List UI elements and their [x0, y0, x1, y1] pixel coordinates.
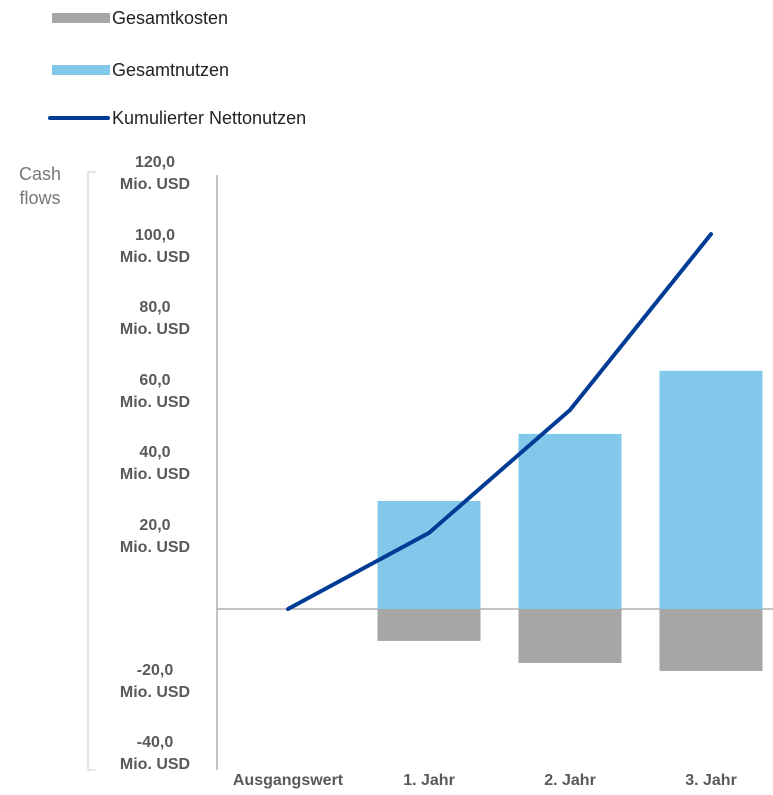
bar: [377, 500, 481, 609]
legend-label: Gesamtnutzen: [112, 60, 230, 80]
y-tick-label: 20,0 Mio. USD: [119, 516, 191, 556]
legend-swatch: [52, 65, 110, 75]
x-tick-label: Ausgangswert: [232, 772, 344, 789]
y-tick-label: -20,0 Mio. USD: [119, 661, 191, 701]
y-axis-title: Cash flows: [18, 164, 62, 208]
y-tick-label: 60,0 Mio. USD: [119, 371, 191, 411]
y-tick-label: -40,0 Mio. USD: [119, 734, 191, 773]
bar: [518, 609, 622, 664]
y-tick-label: 80,0 Mio. USD: [119, 299, 191, 338]
y-tick-label: 40,0 Mio. USD: [119, 444, 191, 483]
bar: [377, 609, 481, 641]
x-tick-label: 1. Jahr: [403, 772, 455, 789]
axis-bracket: [87, 171, 96, 771]
y-tick-label: 100,0 Mio. USD: [119, 226, 191, 266]
y-tick-label: 120,0 Mio. USD: [119, 154, 191, 193]
bar: [659, 370, 763, 609]
line: [286, 232, 713, 611]
x-tick-label: 3. Jahr: [685, 772, 737, 789]
legend-label: Kumulierter Nettonutzen: [112, 108, 307, 128]
legend-label: Gesamtkosten: [112, 8, 229, 28]
legend-swatch: [52, 13, 110, 23]
x-tick-label: 2. Jahr: [544, 772, 596, 789]
bar: [518, 433, 622, 609]
bar: [659, 609, 763, 671]
